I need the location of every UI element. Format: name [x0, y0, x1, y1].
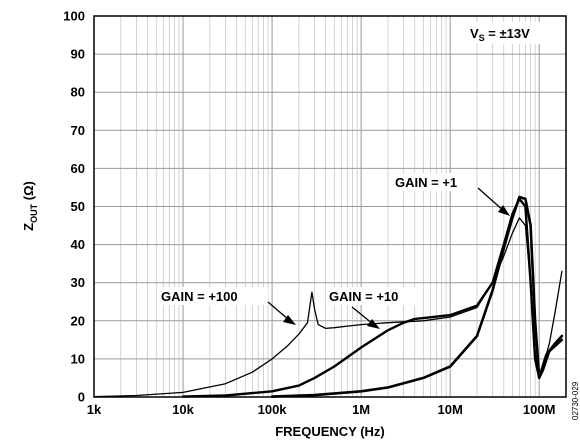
arrowhead-gain-1: [498, 205, 510, 216]
series-line-3: [270, 195, 564, 398]
label-gain-1: GAIN = +1: [395, 175, 457, 190]
y-tick-label: 60: [71, 161, 85, 176]
x-axis-title: FREQUENCY (Hz): [275, 424, 385, 439]
label-gain-10: GAIN = +10: [329, 289, 398, 304]
supply-label-box: [464, 22, 562, 44]
y-tick-label: 100: [63, 9, 85, 24]
y-tick-label: 0: [78, 390, 85, 405]
label-bg-gain-1: [392, 173, 474, 191]
label-bg-gain-10: [326, 287, 422, 305]
plot-frame: [93, 15, 567, 398]
x-tick-label: 100k: [258, 402, 288, 417]
y-tick-label: 20: [71, 313, 85, 328]
x-tick-label: 100M: [523, 402, 556, 417]
x-tick-label: 10k: [172, 402, 194, 417]
figure-id: 02730-029: [571, 381, 580, 420]
arrow-gain-1: [477, 187, 506, 213]
y-tick-label: 50: [71, 199, 85, 214]
label-gain-100: GAIN = +100: [161, 289, 238, 304]
y-axis-title-main: Z: [21, 223, 36, 231]
arrowhead-gain-100: [283, 315, 296, 325]
supply-label-sub: S: [479, 33, 485, 43]
x-tick-label: 1k: [87, 402, 102, 417]
y-tick-labels: 0 10 20 30 40 50 60 70 80 90 100: [63, 9, 85, 405]
x-tick-label: 1M: [352, 402, 370, 417]
y-tick-label: 40: [71, 237, 85, 252]
label-bg-gain-100: [158, 287, 268, 305]
y-axis-title: ZOUT (Ω): [21, 181, 39, 231]
supply-label-rest: = ±13V: [485, 26, 530, 41]
y-tick-label: 30: [71, 275, 85, 290]
y-tick-label: 10: [71, 351, 85, 366]
supply-label-v: V: [470, 26, 479, 41]
x-tick-labels: 1k 10k 100k 1M 10M 100M: [87, 402, 556, 417]
y-tick-label: 70: [71, 123, 85, 138]
series-line-2: [181, 197, 564, 398]
y-axis-title-sub: OUT: [29, 203, 39, 223]
x-tick-label: 10M: [438, 402, 463, 417]
y-axis-title-unit: (Ω): [21, 181, 36, 204]
supply-voltage-label: VS = ±13V: [470, 26, 530, 43]
arrow-gain-10: [351, 306, 374, 325]
arrowhead-gain-10: [367, 319, 380, 329]
arrow-gain-100: [267, 301, 290, 321]
y-tick-label: 90: [71, 47, 85, 62]
y-tick-label: 80: [71, 85, 85, 100]
